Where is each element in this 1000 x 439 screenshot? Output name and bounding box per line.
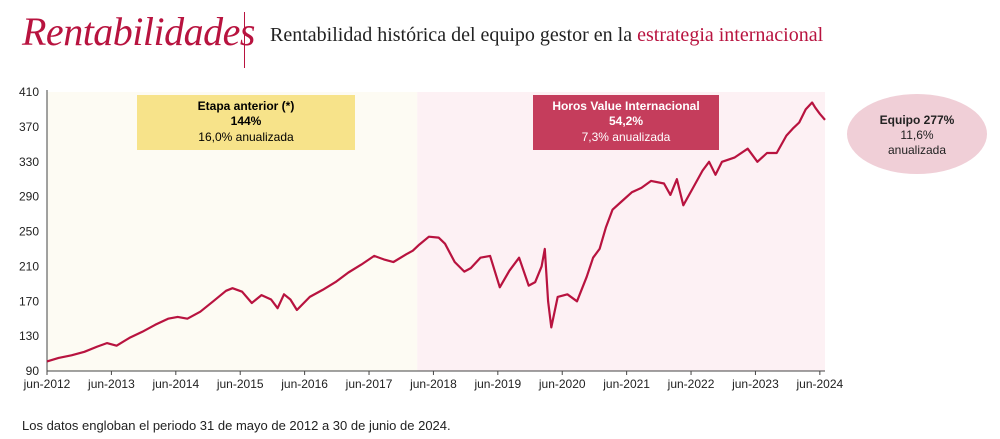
y-tick-label: 250 bbox=[19, 225, 39, 239]
y-tick-label: 330 bbox=[19, 155, 39, 169]
page-title: Rentabilidades bbox=[22, 9, 255, 54]
x-tick-label: jun-2018 bbox=[409, 377, 457, 391]
x-tick-label: jun-2017 bbox=[345, 377, 393, 391]
x-tick-label: jun-2021 bbox=[602, 377, 650, 391]
phase2-detail: 7,3% anualizada bbox=[582, 130, 671, 144]
team-badge-line1: 11,6% bbox=[900, 128, 933, 142]
x-tick-label: jun-2012 bbox=[23, 377, 71, 391]
x-axis: jun-2012 jun-2013 jun-2014 jun-2015 jun-2016… bbox=[23, 370, 844, 391]
y-tick-label: 170 bbox=[19, 294, 39, 308]
subtitle-accent: estrategia internacional bbox=[637, 24, 824, 46]
y-axis: 90 130 170 210 250 290 330 370 410 bbox=[19, 85, 48, 378]
x-tick-label: jun-2023 bbox=[731, 377, 779, 391]
phase1-box-bg bbox=[137, 95, 355, 150]
team-badge: Equipo 277% 11,6% anualizada bbox=[847, 94, 987, 174]
x-tick-label: jun-2019 bbox=[473, 377, 521, 391]
page-subtitle: Rentabilidad histórica del equipo gestor… bbox=[270, 24, 823, 47]
y-tick-label: 290 bbox=[19, 190, 39, 204]
y-tick-label: 410 bbox=[19, 85, 39, 99]
x-tick-label: jun-2014 bbox=[151, 377, 199, 391]
phase2-title: Horos Value Internacional bbox=[552, 99, 699, 113]
phase2-box-bg bbox=[533, 95, 719, 150]
y-tick-label: 90 bbox=[26, 364, 40, 378]
team-badge-line2: anualizada bbox=[888, 143, 946, 157]
team-badge-title: Equipo 277% bbox=[880, 113, 955, 127]
phase1-box: Etapa anterior (*) 144% 16,0% anualizada bbox=[137, 95, 355, 150]
phase1-value: 144% bbox=[231, 114, 262, 128]
title-divider bbox=[244, 12, 245, 68]
x-tick-label: jun-2016 bbox=[280, 377, 328, 391]
x-tick-label: jun-2020 bbox=[538, 377, 586, 391]
y-tick-label: 210 bbox=[19, 259, 39, 273]
x-tick-label: jun-2015 bbox=[216, 377, 264, 391]
phase2-value: 54,2% bbox=[609, 114, 643, 128]
team-badge-ellipse bbox=[847, 94, 987, 174]
series-line bbox=[46, 101, 826, 363]
footnote: Los datos engloban el periodo 31 de mayo… bbox=[22, 418, 451, 433]
phase2-box: Horos Value Internacional 54,2% 7,3% anu… bbox=[533, 95, 719, 150]
phase1-detail: 16,0% anualizada bbox=[198, 130, 294, 144]
x-tick-label: jun-2022 bbox=[667, 377, 715, 391]
x-tick-label: jun-2013 bbox=[87, 377, 135, 391]
y-tick-label: 130 bbox=[19, 329, 39, 343]
subtitle-prefix: Rentabilidad histórica del equipo gestor… bbox=[270, 24, 638, 46]
x-tick-label: jun-2024 bbox=[795, 377, 843, 391]
y-tick-label: 370 bbox=[19, 120, 39, 134]
phase1-title: Etapa anterior (*) bbox=[198, 99, 295, 113]
